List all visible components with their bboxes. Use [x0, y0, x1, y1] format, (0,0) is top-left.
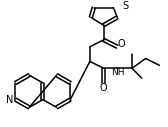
Text: O: O [117, 39, 125, 49]
Text: O: O [100, 83, 107, 93]
Text: NH: NH [112, 68, 125, 77]
Text: S: S [122, 1, 128, 11]
Text: N: N [6, 95, 13, 105]
